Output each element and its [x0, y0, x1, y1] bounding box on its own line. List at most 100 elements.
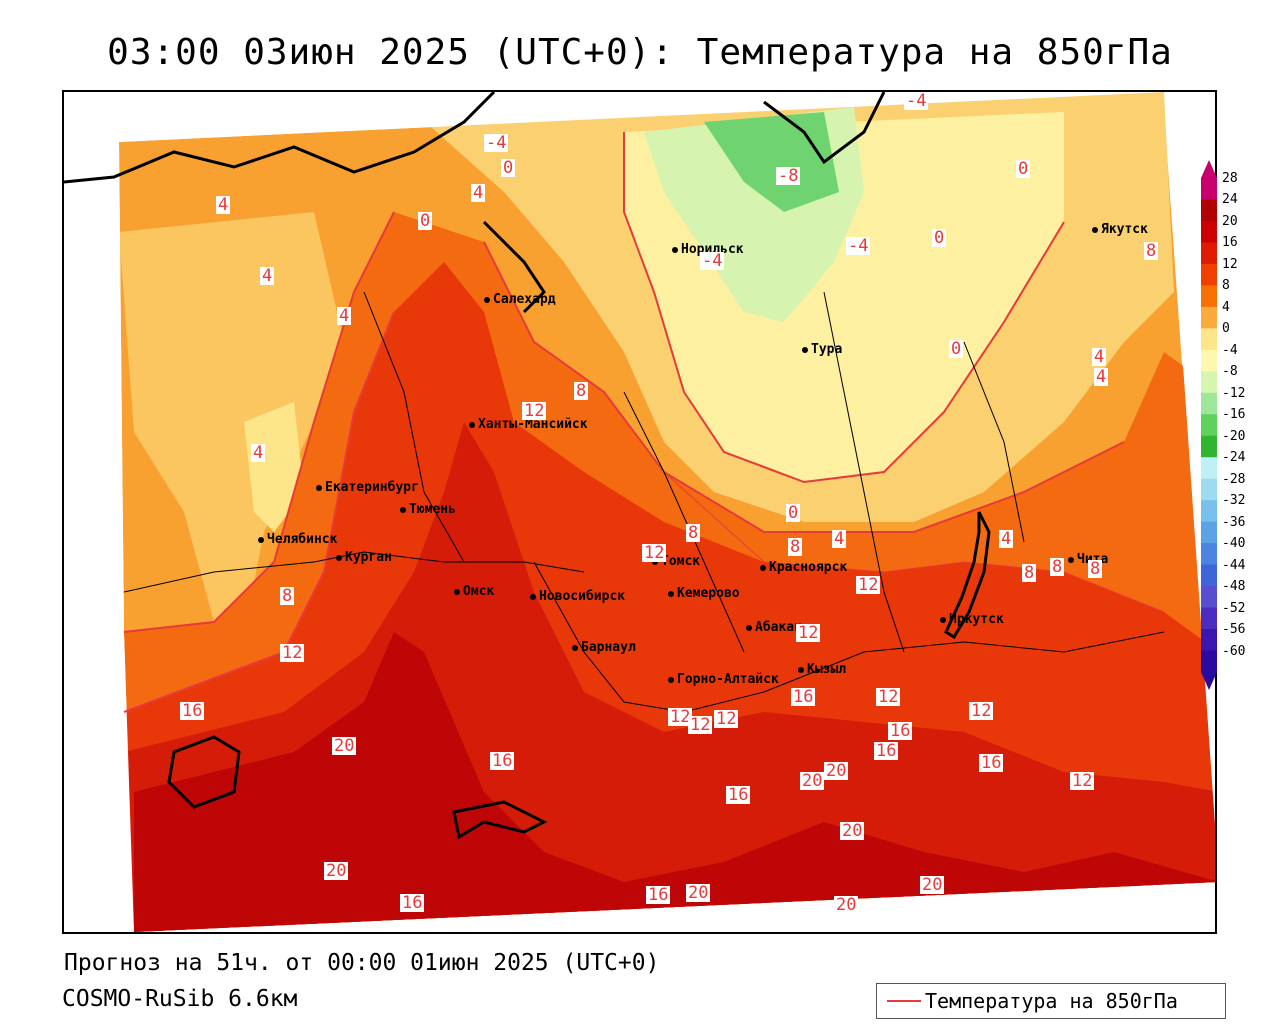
colorbar-tick-label: 8 — [1222, 278, 1230, 294]
colorbar-swatch — [1201, 306, 1217, 329]
border-line — [123, 551, 585, 593]
colorbar-swatch — [1201, 328, 1217, 351]
colorbar-swatch — [1201, 199, 1217, 222]
city-dot — [258, 536, 264, 543]
colorbar-tick-label: 4 — [1222, 299, 1230, 315]
colorbar-swatch — [1201, 435, 1217, 458]
border-line — [623, 391, 745, 653]
colorbar — [1201, 160, 1217, 690]
colorbar-tick-label: 16 — [1222, 235, 1238, 251]
colorbar-swatch — [1201, 457, 1217, 480]
contour-label: 8 — [280, 586, 295, 606]
contour-label: 16 — [180, 701, 205, 721]
city-label: Барнаул — [581, 640, 636, 655]
colorbar-tick-label: 20 — [1222, 213, 1238, 229]
contour-label: 12 — [688, 715, 713, 735]
colorbar-swatch — [1201, 371, 1217, 394]
colorbar-swatch — [1201, 178, 1217, 200]
colorbar-arrow-bottom — [1201, 672, 1217, 690]
colorbar-swatch — [1201, 500, 1217, 523]
contour-label: 4 — [260, 266, 275, 286]
colorbar-tick-label: -36 — [1222, 514, 1246, 530]
contour-line — [483, 241, 1125, 533]
contour-line — [663, 471, 1165, 613]
city-dot — [316, 484, 322, 491]
zone-west-4 — [119, 212, 344, 632]
coastline — [482, 220, 546, 314]
contour-label: 8 — [1144, 241, 1159, 261]
colorbar-tick-label: -60 — [1222, 643, 1246, 659]
contour-label: 0 — [932, 228, 947, 248]
city-gorno-altaysk: Горно-Алтайск — [668, 672, 779, 687]
city-tura: Тура — [802, 342, 842, 357]
contour-label: -4 — [904, 91, 929, 111]
colorbar-swatch — [1201, 285, 1217, 308]
contour-label: 8 — [1050, 557, 1065, 577]
colorbar-arrow-top — [1201, 160, 1217, 178]
city-label: Салехард — [493, 292, 556, 307]
colorbar-tick-label: -32 — [1222, 493, 1246, 509]
contour-label: 12 — [876, 687, 901, 707]
contour-label: 0 — [786, 503, 801, 523]
aral-sea — [167, 735, 241, 809]
contour-label: 20 — [834, 895, 859, 915]
contour-label: 4 — [999, 529, 1014, 549]
city-dot — [802, 346, 808, 353]
colorbar-swatch — [1201, 650, 1217, 673]
border-line — [823, 291, 905, 653]
colorbar-swatch — [1201, 586, 1217, 609]
contour-label: 20 — [686, 883, 711, 903]
contour-line — [123, 211, 395, 633]
colorbar-swatch — [1201, 349, 1217, 372]
city-label: Тюмень — [409, 502, 456, 517]
contour-label: 16 — [490, 751, 515, 771]
colorbar-swatch — [1201, 564, 1217, 587]
contour-label: -4 — [484, 133, 509, 153]
city-dot — [798, 666, 804, 673]
outside-domain-left — [64, 92, 134, 932]
city-abakan: Абакан — [746, 620, 802, 635]
city-dot — [760, 564, 766, 571]
colorbar-swatch — [1201, 392, 1217, 415]
contour-label: 16 — [400, 893, 425, 913]
colorbar-tick-label: -8 — [1222, 364, 1238, 380]
contour-label: 4 — [216, 195, 231, 215]
city-label: Екатеринбург — [325, 480, 419, 495]
coastline — [763, 92, 886, 165]
city-dot — [668, 676, 674, 683]
contour-line — [123, 311, 395, 713]
city-kyzyl: Кызыл — [798, 662, 846, 677]
border-line — [363, 291, 465, 563]
contour-label: -8 — [776, 166, 801, 186]
colorbar-tick-label: -44 — [1222, 557, 1246, 573]
colorbar-swatch — [1201, 607, 1217, 630]
contour-label: 12 — [1070, 771, 1095, 791]
colorbar-swatch — [1201, 263, 1217, 286]
contour-label: 20 — [920, 875, 945, 895]
city-kurgan: Курган — [336, 550, 392, 565]
city-dot — [1068, 556, 1074, 563]
colorbar-swatch — [1201, 478, 1217, 501]
city-label: Новосибирск — [539, 589, 626, 604]
contour-label: 0 — [949, 339, 964, 359]
contour-label: 8 — [686, 523, 701, 543]
zone-20 — [134, 632, 1215, 932]
colorbar-swatch — [1201, 414, 1217, 437]
contour-label: 12 — [280, 643, 305, 663]
colorbar-swatch — [1201, 220, 1217, 243]
city-dot — [336, 554, 342, 561]
city-norilsk: Норильск — [672, 242, 744, 257]
city-label: Тура — [811, 342, 843, 357]
outside-domain-top — [64, 92, 1215, 152]
contour-label: 0 — [418, 211, 433, 231]
colorbar-tick-label: -16 — [1222, 407, 1246, 423]
city-dot — [454, 588, 460, 595]
colorbar-tick-label: -56 — [1222, 622, 1246, 638]
contour-label: 12 — [522, 401, 547, 421]
city-dot — [746, 624, 752, 631]
colorbar-swatch — [1201, 521, 1217, 544]
contour-label: 4 — [337, 306, 352, 326]
city-dot — [672, 246, 678, 253]
city-label: Курган — [345, 550, 392, 565]
city-krasnoyarsk: Красноярск — [760, 560, 847, 575]
